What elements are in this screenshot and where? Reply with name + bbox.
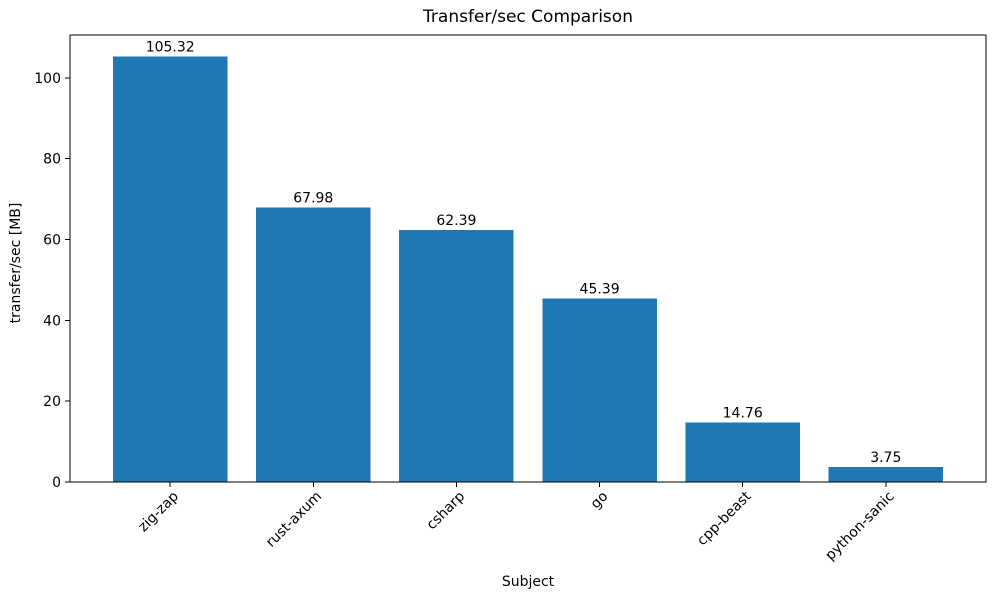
bar-value-label: 67.98 [293,190,333,206]
y-tick-label: 0 [52,475,61,491]
y-tick-label: 40 [43,313,61,329]
chart-title: Transfer/sec Comparison [422,7,633,27]
bar-value-label: 62.39 [436,213,476,229]
x-tick-label: go [588,489,612,513]
bar [399,229,514,482]
x-tick-label: rust-axum [263,489,325,551]
ticks-layer [65,77,887,487]
bar-value-label: 105.32 [146,39,195,55]
y-tick-label: 80 [43,152,61,168]
bars-layer [112,56,944,483]
bar [256,207,371,483]
x-axis-label: Subject [502,574,555,590]
bar-value-label: 14.76 [723,405,763,421]
bar [685,422,800,482]
y-axis-label: transfer/sec [MB] [8,203,24,324]
bar-value-label: 3.75 [870,450,901,466]
y-tick-label: 100 [34,71,61,87]
x-tick-label: csharp [424,488,469,533]
bar [828,466,944,482]
x-tick-label: python-sanic [822,489,897,564]
bar [542,298,657,482]
x-tick-label: cpp-beast [694,488,755,549]
bar-value-label: 45.39 [580,282,620,298]
y-tick-label: 20 [43,394,61,410]
bar [112,56,228,483]
plot-frame [69,34,987,483]
y-tick-label: 60 [43,233,61,249]
x-tick-label: zig-zap [135,488,182,535]
